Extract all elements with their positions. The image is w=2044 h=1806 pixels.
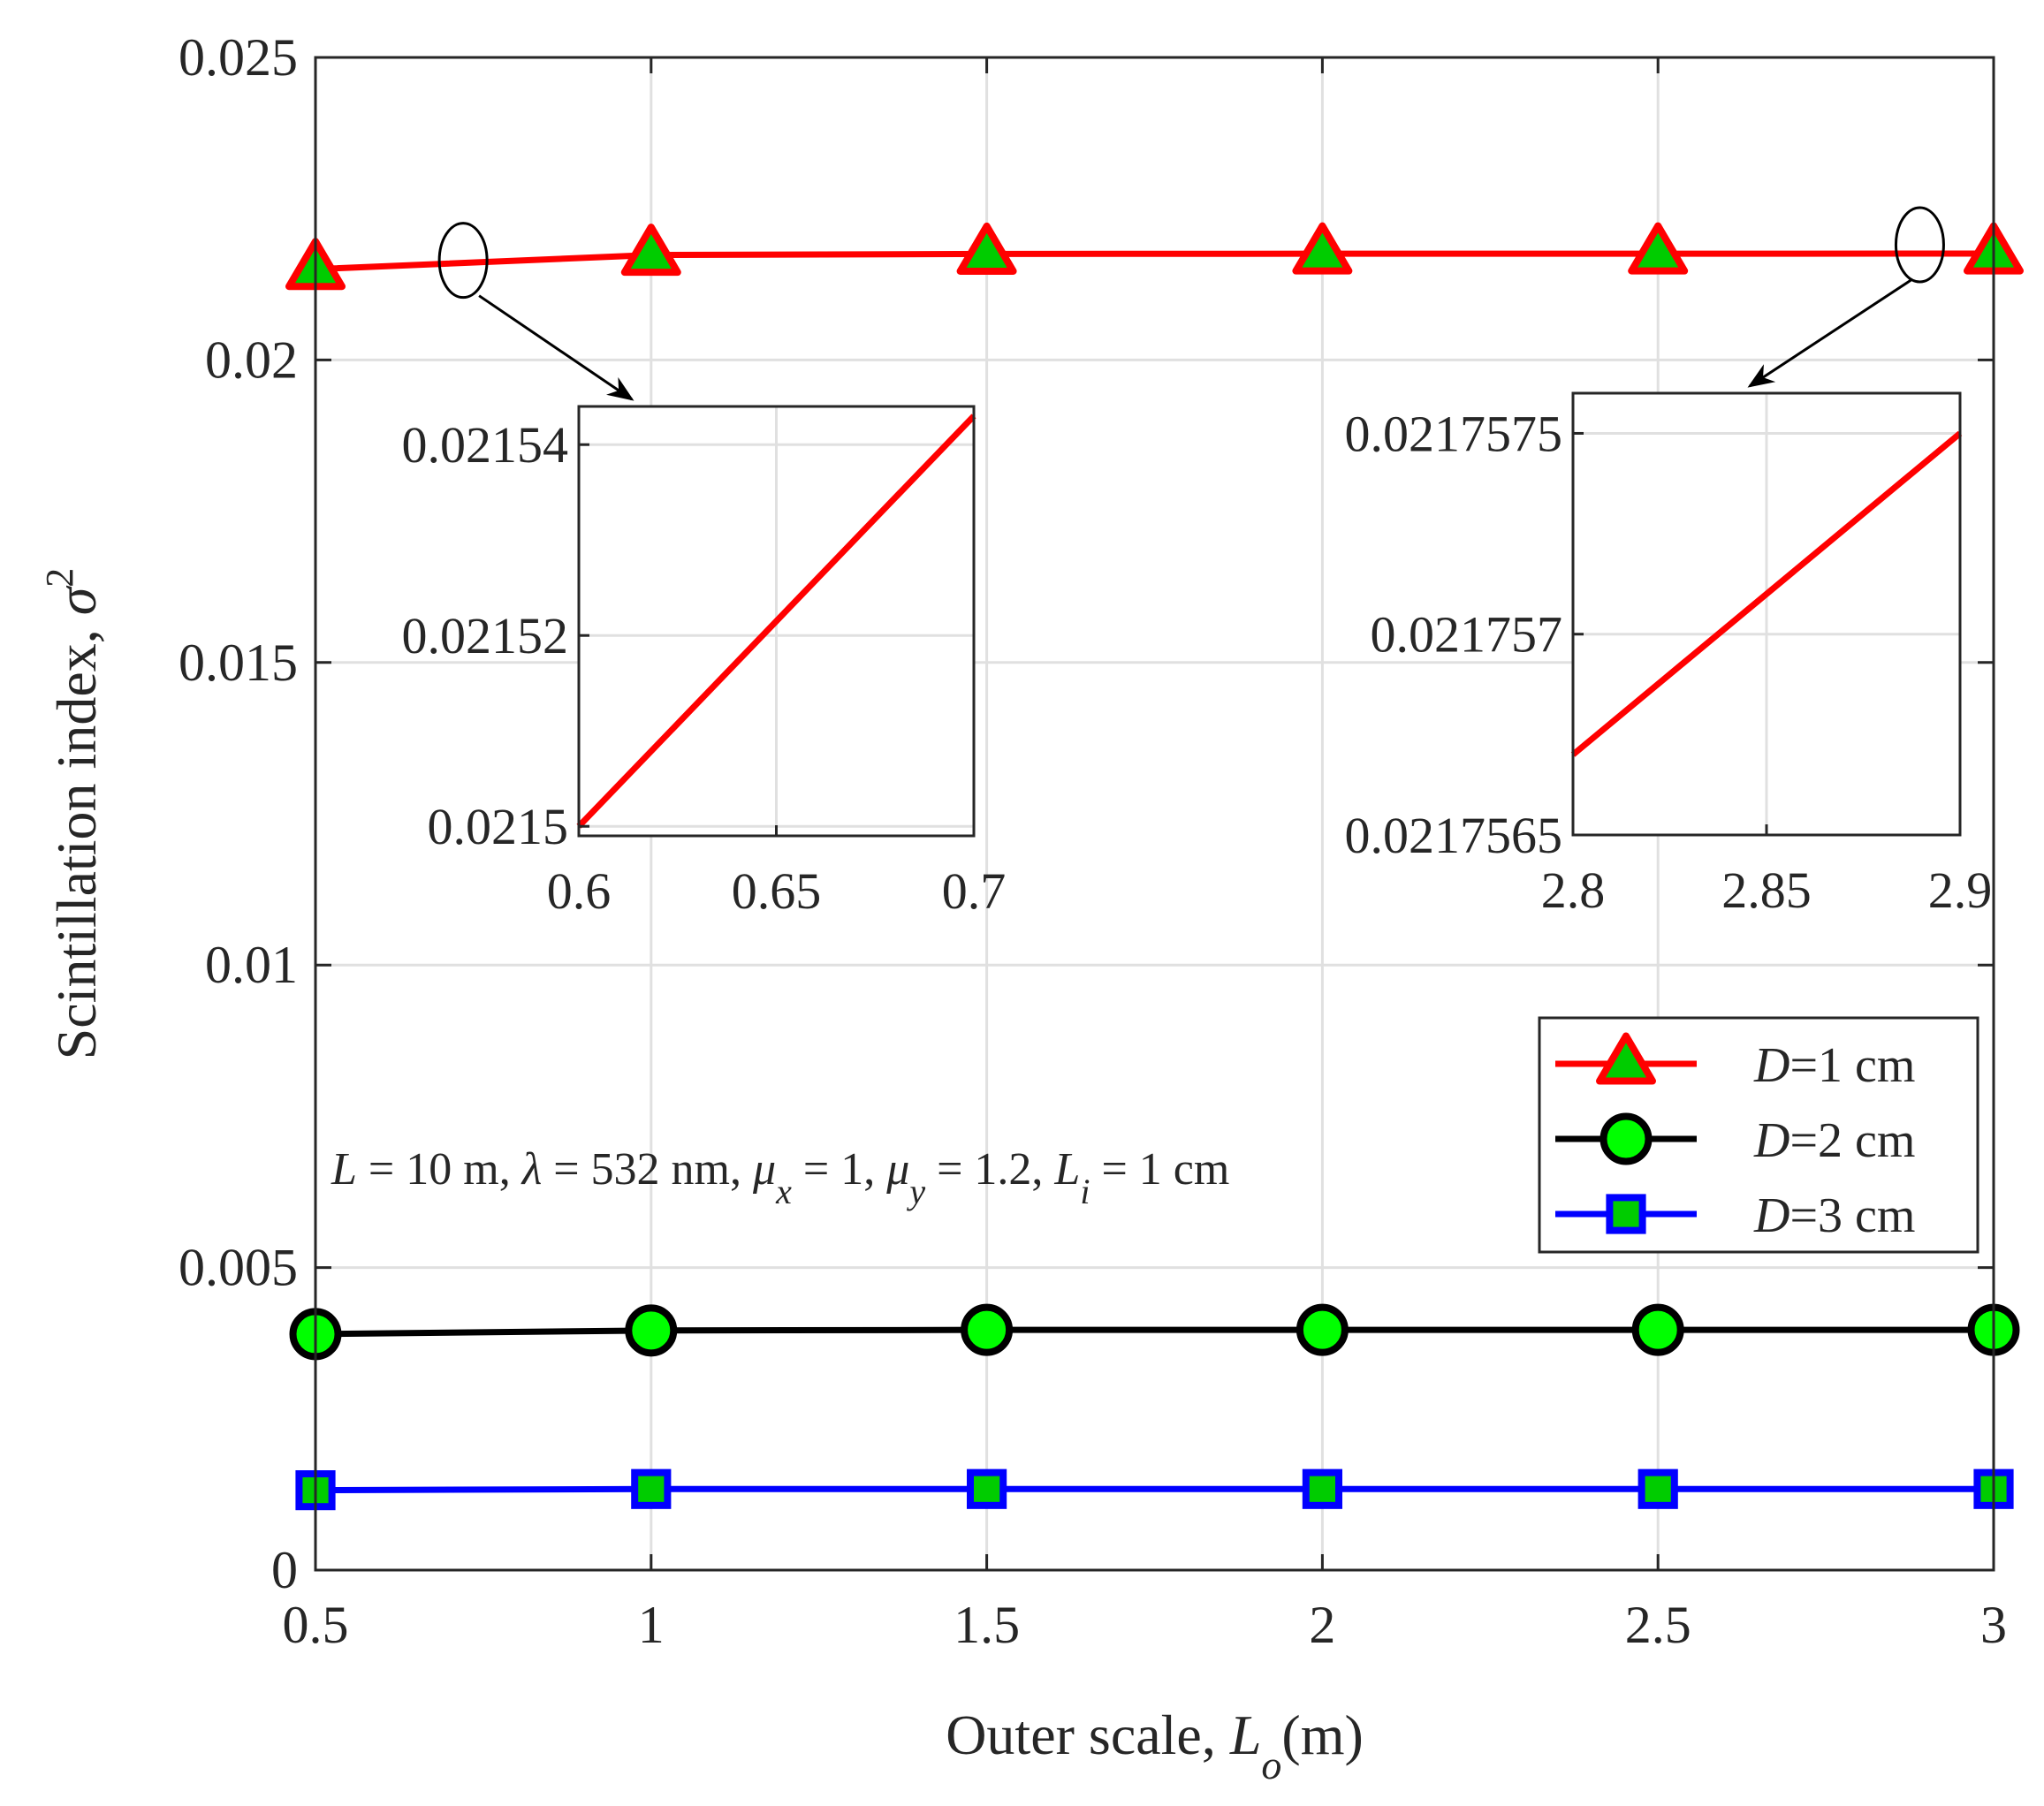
y-tick-label: 0.02 — [205, 330, 298, 389]
y-axis-title-sup: 2 — [38, 568, 81, 588]
inset-x-tick-label: 0.6 — [547, 862, 612, 920]
inset-x-tick-label: 2.9 — [1928, 861, 1993, 919]
data-point — [956, 222, 1017, 275]
legend-entry: D=2 cm — [1555, 1112, 1915, 1168]
series-2 — [289, 1303, 2020, 1361]
annotation-part: = 1.2, — [925, 1144, 1054, 1195]
x-axis-title-sub: o — [1261, 1742, 1281, 1787]
series-line — [315, 1485, 1994, 1494]
inset-y-tick-label: 0.02154 — [402, 416, 569, 474]
inset-y-tick-label: 0.0217575 — [1345, 405, 1563, 462]
legend-entry: D=1 cm — [1555, 1032, 1915, 1093]
data-point — [1296, 1303, 1349, 1356]
x-tick-label: 2.5 — [1625, 1596, 1691, 1654]
inset-x-tick-label: 0.65 — [732, 862, 822, 920]
legend-rest: =2 cm — [1789, 1113, 1915, 1168]
y-axis-title-prefix: Scintillation index, — [45, 615, 108, 1059]
legend-marker — [1596, 1032, 1656, 1085]
y-tick-label: 0.005 — [179, 1239, 298, 1297]
zoom-arrow — [478, 294, 634, 401]
data-point — [625, 1304, 678, 1357]
axes-box — [314, 56, 1995, 1572]
series-3 — [295, 1468, 2014, 1511]
insets: 0.6 0.65 0.7 0.0215 0.02152 0.02154 2.8 2.85 2.9… — [402, 391, 1993, 920]
y-axis-title: Scintillation index, σ2 — [38, 568, 108, 1060]
series-layer — [285, 222, 2024, 1511]
inset-right: 2.8 2.85 2.9 0.0217565 0.021757 0.0217575 — [1345, 391, 1993, 919]
legend-marker — [1606, 1194, 1646, 1234]
annotation-part: = 532 nm, — [542, 1144, 753, 1195]
x-axis-title-prefix: Outer scale, — [946, 1704, 1230, 1766]
legend-var: D — [1753, 1038, 1789, 1093]
annotation-part: = 1, — [792, 1144, 886, 1195]
inset-x-tick-label: 0.7 — [942, 862, 1007, 920]
data-point — [1302, 1468, 1343, 1509]
x-tick-label: 1.5 — [954, 1596, 1020, 1654]
data-point — [1637, 1468, 1678, 1509]
legend: D=1 cmD=2 cmD=3 cm — [1538, 1016, 1979, 1254]
series-line — [315, 250, 1995, 273]
annotation-part: L — [331, 1144, 357, 1195]
annotation-part: L — [1053, 1144, 1080, 1195]
legend-marker — [1599, 1112, 1653, 1165]
parameter-annotation: L = 10 m, λ = 532 nm, μx = 1, μy = 1.2, … — [331, 1144, 1229, 1211]
legend-label: D=2 cm — [1753, 1113, 1915, 1168]
x-tick-label: 3 — [1980, 1596, 2007, 1654]
annotation-part: μ — [752, 1144, 776, 1195]
inset-y-tick-label: 0.0215 — [428, 798, 569, 855]
data-point — [1292, 222, 1353, 275]
legend-entry: D=3 cm — [1555, 1188, 1915, 1243]
inset-y-tick-label: 0.0217565 — [1345, 807, 1563, 864]
zoom-ellipse — [1894, 206, 1945, 284]
zoom-ellipse — [437, 222, 489, 300]
inset-y-tick-label: 0.02152 — [402, 607, 569, 664]
series-line — [315, 1326, 1994, 1338]
data-point — [631, 1468, 672, 1509]
x-axis-title-var: L — [1229, 1704, 1262, 1766]
legend-var: D — [1753, 1113, 1789, 1168]
y-tick-label: 0.015 — [179, 634, 298, 692]
annotation-part: x — [775, 1172, 792, 1211]
x-axis-title-suffix: (m) — [1281, 1704, 1363, 1766]
data-point — [961, 1303, 1014, 1356]
x-tick-label: 1 — [638, 1596, 665, 1654]
legend-label: D=3 cm — [1753, 1188, 1915, 1243]
annotation-part: y — [906, 1172, 925, 1211]
zoom-callouts — [437, 206, 1945, 401]
y-axis-title-var: σ — [45, 585, 108, 615]
zoom-arrow — [1747, 278, 1912, 388]
y-tick-label: 0.025 — [179, 28, 298, 87]
y-tick-label: 0.01 — [205, 936, 298, 994]
annotation-part: = 10 m, — [357, 1144, 522, 1195]
data-point — [967, 1468, 1007, 1509]
inset-x-tick-label: 2.8 — [1541, 861, 1606, 919]
legend-rest: =1 cm — [1789, 1038, 1915, 1093]
annotation-part: = 1 cm — [1090, 1144, 1229, 1195]
inset-y-tick-label: 0.021757 — [1371, 606, 1563, 664]
inset-series-line — [576, 414, 976, 829]
series-1 — [285, 222, 2024, 291]
data-point — [1628, 222, 1689, 275]
inset-series-line — [1570, 430, 1963, 757]
legend-rest: =3 cm — [1789, 1188, 1915, 1243]
legend-label: D=1 cm — [1753, 1038, 1915, 1093]
inset-x-tick-label: 2.85 — [1721, 861, 1812, 919]
legend-var: D — [1753, 1188, 1789, 1243]
inset-left: 0.6 0.65 0.7 0.0215 0.02152 0.02154 — [402, 405, 1007, 920]
x-axis-title: Outer scale, Lo(m) — [946, 1704, 1364, 1787]
data-point — [1631, 1303, 1684, 1356]
x-tick-label: 0.5 — [283, 1596, 349, 1654]
data-point — [620, 224, 681, 277]
x-tick-label: 2 — [1309, 1596, 1335, 1654]
y-tick-label: 0 — [271, 1541, 298, 1599]
axis-ticks: 0.5 1 1.5 2 2.5 3 0 0.005 0.01 0.015 0.02 0.025 — [179, 28, 2007, 1654]
annotation-part: i — [1080, 1172, 1090, 1211]
annotation-part: μ — [885, 1144, 909, 1195]
annotation-part: λ — [520, 1144, 543, 1195]
